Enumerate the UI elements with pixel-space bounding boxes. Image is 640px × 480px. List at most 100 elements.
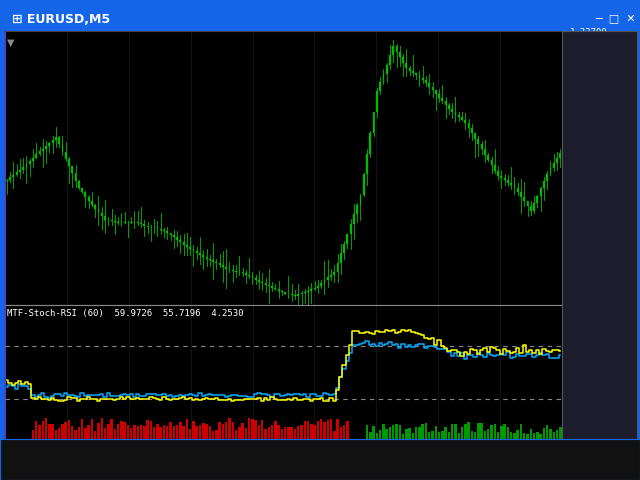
Bar — [540, 433, 542, 439]
Bar — [22, 167, 24, 170]
Bar — [386, 64, 388, 73]
Bar — [392, 46, 394, 55]
Bar — [186, 245, 188, 247]
Bar — [150, 227, 152, 228]
Bar — [275, 288, 276, 289]
Bar — [520, 192, 522, 197]
Bar — [271, 287, 273, 288]
Bar — [497, 170, 499, 176]
Bar — [481, 144, 483, 149]
Bar — [219, 264, 221, 265]
Bar — [360, 195, 362, 204]
Bar — [19, 170, 20, 172]
Bar — [228, 269, 230, 270]
Bar — [484, 432, 486, 439]
Bar — [307, 420, 309, 439]
Bar — [323, 422, 326, 439]
Bar — [137, 222, 139, 223]
Bar — [130, 429, 132, 439]
Bar — [477, 139, 479, 144]
Text: ▼: ▼ — [7, 38, 14, 48]
Bar — [481, 423, 483, 439]
Bar — [533, 203, 535, 211]
Bar — [363, 175, 365, 195]
Bar — [520, 424, 522, 439]
Bar — [209, 259, 211, 260]
Bar — [94, 205, 96, 209]
Bar — [458, 115, 460, 118]
Bar — [68, 159, 70, 166]
Bar — [277, 425, 280, 439]
Bar — [111, 220, 113, 221]
Bar — [431, 87, 433, 90]
Bar — [199, 425, 201, 439]
Bar — [405, 429, 408, 439]
Bar — [16, 172, 17, 175]
Bar — [101, 213, 102, 216]
Bar — [248, 418, 250, 439]
Bar — [110, 419, 113, 439]
Bar — [307, 291, 309, 292]
Bar — [461, 118, 463, 120]
Bar — [32, 430, 34, 439]
Bar — [513, 185, 515, 188]
Bar — [448, 432, 450, 439]
Bar — [258, 425, 260, 439]
Bar — [235, 431, 237, 439]
Bar — [261, 282, 263, 284]
Bar — [179, 240, 181, 242]
Bar — [274, 421, 276, 439]
Bar — [376, 433, 378, 439]
Bar — [484, 149, 486, 155]
Bar — [199, 253, 201, 255]
Bar — [510, 432, 513, 439]
Bar — [425, 80, 427, 83]
Bar — [176, 238, 178, 240]
Bar — [45, 418, 47, 439]
Bar — [29, 161, 31, 164]
Bar — [58, 137, 60, 144]
Bar — [114, 430, 116, 439]
Bar — [114, 221, 116, 222]
Bar — [170, 422, 172, 439]
Bar — [160, 228, 161, 230]
Bar — [330, 419, 332, 439]
Bar — [465, 120, 466, 123]
Bar — [369, 132, 371, 154]
Bar — [333, 431, 335, 439]
Bar — [428, 83, 430, 87]
Bar — [244, 428, 247, 439]
Bar — [38, 152, 40, 155]
Bar — [68, 420, 70, 439]
Bar — [195, 426, 198, 439]
Bar — [35, 421, 38, 439]
Bar — [147, 226, 148, 227]
Bar — [140, 425, 142, 439]
Bar — [205, 424, 208, 439]
Bar — [245, 273, 247, 275]
Bar — [301, 293, 303, 295]
Bar — [490, 425, 493, 439]
Bar — [431, 431, 434, 439]
Bar — [268, 285, 269, 287]
Bar — [140, 223, 142, 224]
Bar — [524, 197, 525, 201]
Bar — [209, 426, 211, 439]
Bar — [419, 75, 420, 78]
Bar — [343, 425, 346, 439]
Bar — [470, 431, 473, 439]
Bar — [340, 428, 342, 439]
Bar — [474, 133, 476, 139]
Bar — [422, 78, 424, 80]
Bar — [84, 428, 86, 439]
Bar — [48, 424, 51, 439]
Bar — [546, 425, 548, 439]
Bar — [74, 430, 77, 439]
Bar — [287, 427, 290, 439]
Bar — [451, 108, 453, 112]
Bar — [504, 178, 506, 180]
Bar — [238, 427, 241, 439]
Bar — [215, 430, 218, 439]
Bar — [310, 289, 312, 291]
Text: ⊞ EURUSD,M5: ⊞ EURUSD,M5 — [12, 13, 109, 26]
